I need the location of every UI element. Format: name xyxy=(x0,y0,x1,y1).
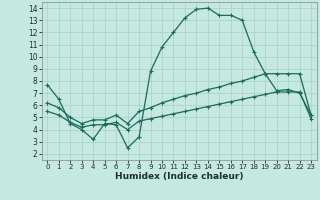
X-axis label: Humidex (Indice chaleur): Humidex (Indice chaleur) xyxy=(115,172,244,181)
